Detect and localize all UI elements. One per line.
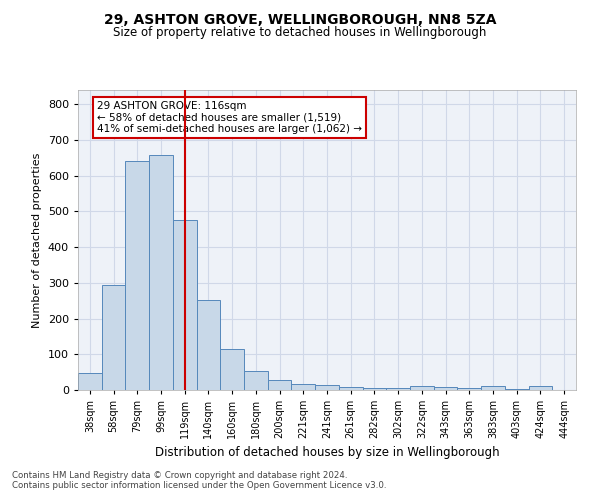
Bar	[149, 156, 173, 390]
Bar	[481, 386, 505, 390]
Bar	[197, 300, 220, 390]
Bar	[339, 387, 362, 390]
Bar	[125, 161, 149, 390]
Bar	[102, 286, 125, 390]
Bar	[268, 380, 292, 390]
Bar	[386, 388, 410, 390]
Text: 29 ASHTON GROVE: 116sqm
← 58% of detached houses are smaller (1,519)
41% of semi: 29 ASHTON GROVE: 116sqm ← 58% of detache…	[97, 100, 362, 134]
Bar	[434, 387, 457, 390]
Y-axis label: Number of detached properties: Number of detached properties	[32, 152, 42, 328]
Bar	[173, 220, 197, 390]
Bar	[220, 349, 244, 390]
Bar	[78, 373, 102, 390]
Text: Size of property relative to detached houses in Wellingborough: Size of property relative to detached ho…	[113, 26, 487, 39]
Bar	[315, 385, 339, 390]
Bar	[410, 386, 434, 390]
Bar	[529, 386, 552, 390]
Bar	[244, 371, 268, 390]
Text: Distribution of detached houses by size in Wellingborough: Distribution of detached houses by size …	[155, 446, 499, 459]
Text: 29, ASHTON GROVE, WELLINGBOROUGH, NN8 5ZA: 29, ASHTON GROVE, WELLINGBOROUGH, NN8 5Z…	[104, 12, 496, 26]
Bar	[457, 388, 481, 390]
Bar	[292, 384, 315, 390]
Bar	[362, 388, 386, 390]
Text: Contains HM Land Registry data © Crown copyright and database right 2024.
Contai: Contains HM Land Registry data © Crown c…	[12, 470, 386, 490]
